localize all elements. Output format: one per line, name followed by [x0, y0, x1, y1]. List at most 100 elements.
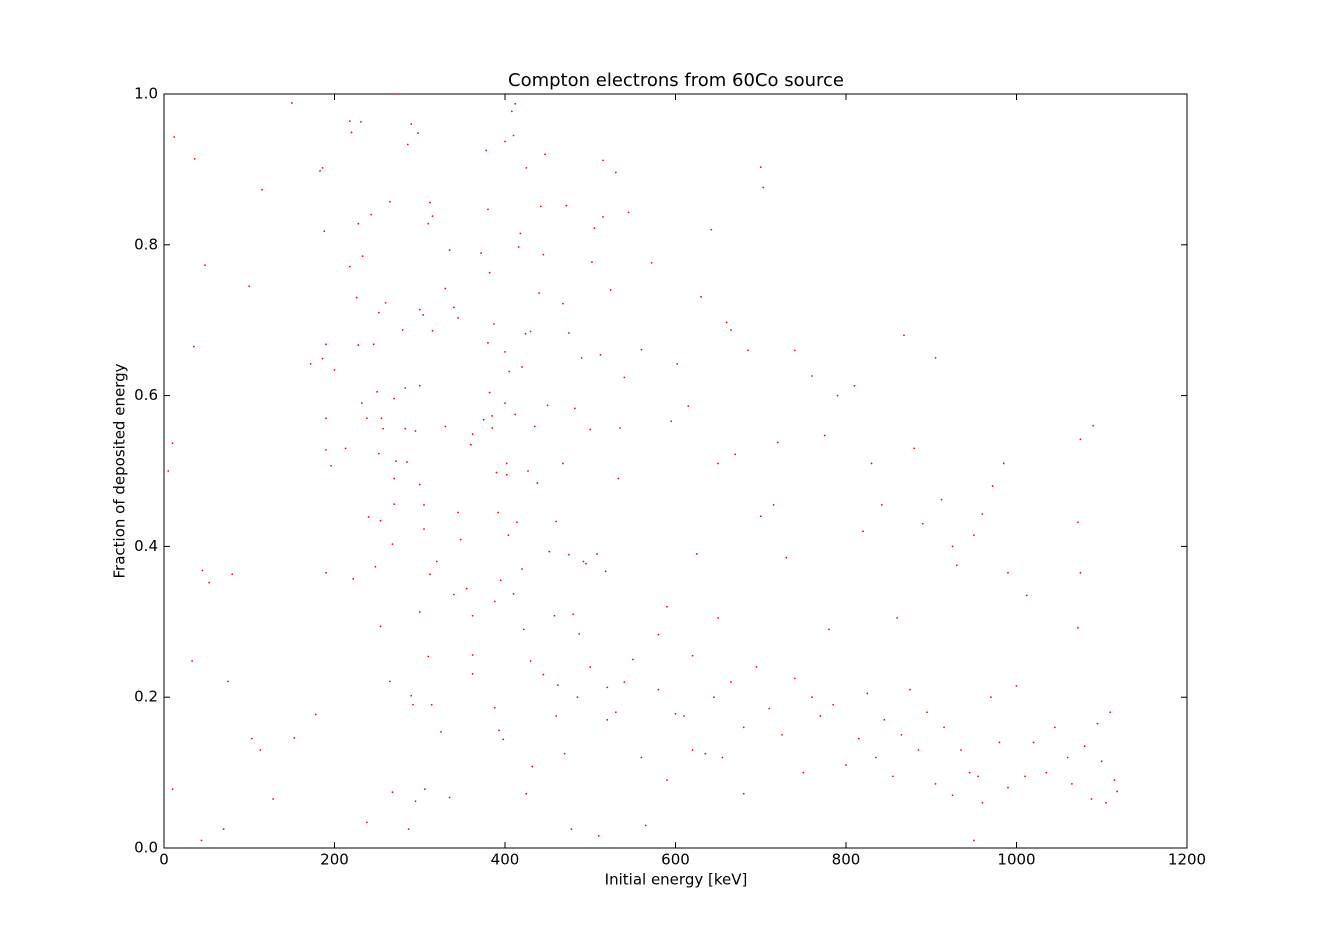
point [521, 568, 523, 570]
x-tick-label: 800 [832, 851, 861, 869]
point [614, 711, 617, 714]
point [448, 796, 451, 799]
point [1079, 438, 1082, 441]
point [418, 483, 421, 486]
point [459, 538, 462, 541]
x-tick-label: 200 [320, 851, 349, 869]
point [568, 332, 570, 334]
point [599, 353, 602, 356]
point [772, 504, 775, 506]
point [589, 666, 592, 668]
point [666, 605, 668, 608]
point [391, 791, 394, 794]
point [470, 443, 472, 446]
point [819, 715, 822, 717]
point [582, 560, 585, 563]
point [710, 228, 713, 231]
point [389, 680, 391, 683]
point [522, 628, 525, 631]
point [883, 718, 886, 721]
point [596, 553, 598, 555]
point [192, 345, 195, 348]
point [981, 513, 984, 515]
point [259, 749, 262, 751]
point [580, 357, 583, 359]
point [742, 792, 745, 795]
point [917, 749, 920, 751]
point [725, 321, 728, 324]
point [609, 289, 612, 291]
point [418, 384, 421, 387]
point [836, 394, 839, 397]
point [593, 227, 596, 230]
point [759, 166, 762, 169]
point [657, 688, 660, 691]
point [972, 839, 975, 842]
point [377, 452, 380, 455]
point [1096, 722, 1099, 725]
point [404, 387, 407, 389]
point [370, 213, 373, 216]
point [430, 703, 433, 706]
point [321, 357, 324, 360]
point [934, 357, 937, 359]
point [410, 123, 413, 126]
point [562, 302, 564, 305]
point [367, 516, 370, 518]
point [465, 587, 468, 590]
point [539, 205, 542, 208]
point [909, 688, 911, 691]
point [457, 317, 460, 319]
point [926, 711, 928, 714]
point [414, 800, 417, 803]
point [606, 718, 609, 721]
point [491, 415, 494, 417]
point [991, 485, 994, 487]
point [657, 633, 660, 636]
point [361, 255, 364, 258]
point [452, 593, 455, 596]
point [589, 428, 592, 431]
point [1032, 741, 1035, 744]
point [531, 765, 534, 768]
point [650, 261, 653, 264]
point [602, 159, 604, 162]
point [960, 749, 962, 751]
point [414, 430, 417, 432]
point [1053, 726, 1056, 729]
point [544, 153, 546, 156]
point [384, 301, 387, 304]
point [379, 519, 382, 522]
point [683, 715, 685, 717]
point [167, 470, 170, 472]
point [768, 707, 771, 710]
point [555, 520, 558, 523]
point [524, 332, 527, 335]
point [943, 726, 945, 729]
point [427, 655, 430, 658]
point [1066, 756, 1069, 759]
point [504, 402, 506, 405]
point [512, 134, 515, 137]
point [1100, 760, 1103, 763]
point [828, 628, 830, 631]
point [674, 712, 677, 715]
y-axis-label: Fraction of deposited energy [111, 363, 129, 578]
point [325, 343, 327, 346]
point [314, 713, 317, 716]
point [527, 470, 529, 472]
point [493, 323, 495, 325]
point [845, 764, 847, 766]
point [394, 93, 397, 95]
point [759, 515, 762, 518]
point [730, 681, 732, 684]
point [533, 425, 536, 428]
point [1002, 462, 1005, 465]
point [448, 249, 451, 251]
point [391, 543, 394, 546]
point [495, 471, 498, 474]
point [631, 658, 634, 661]
point [570, 828, 573, 831]
point [507, 534, 510, 536]
point [333, 369, 336, 371]
